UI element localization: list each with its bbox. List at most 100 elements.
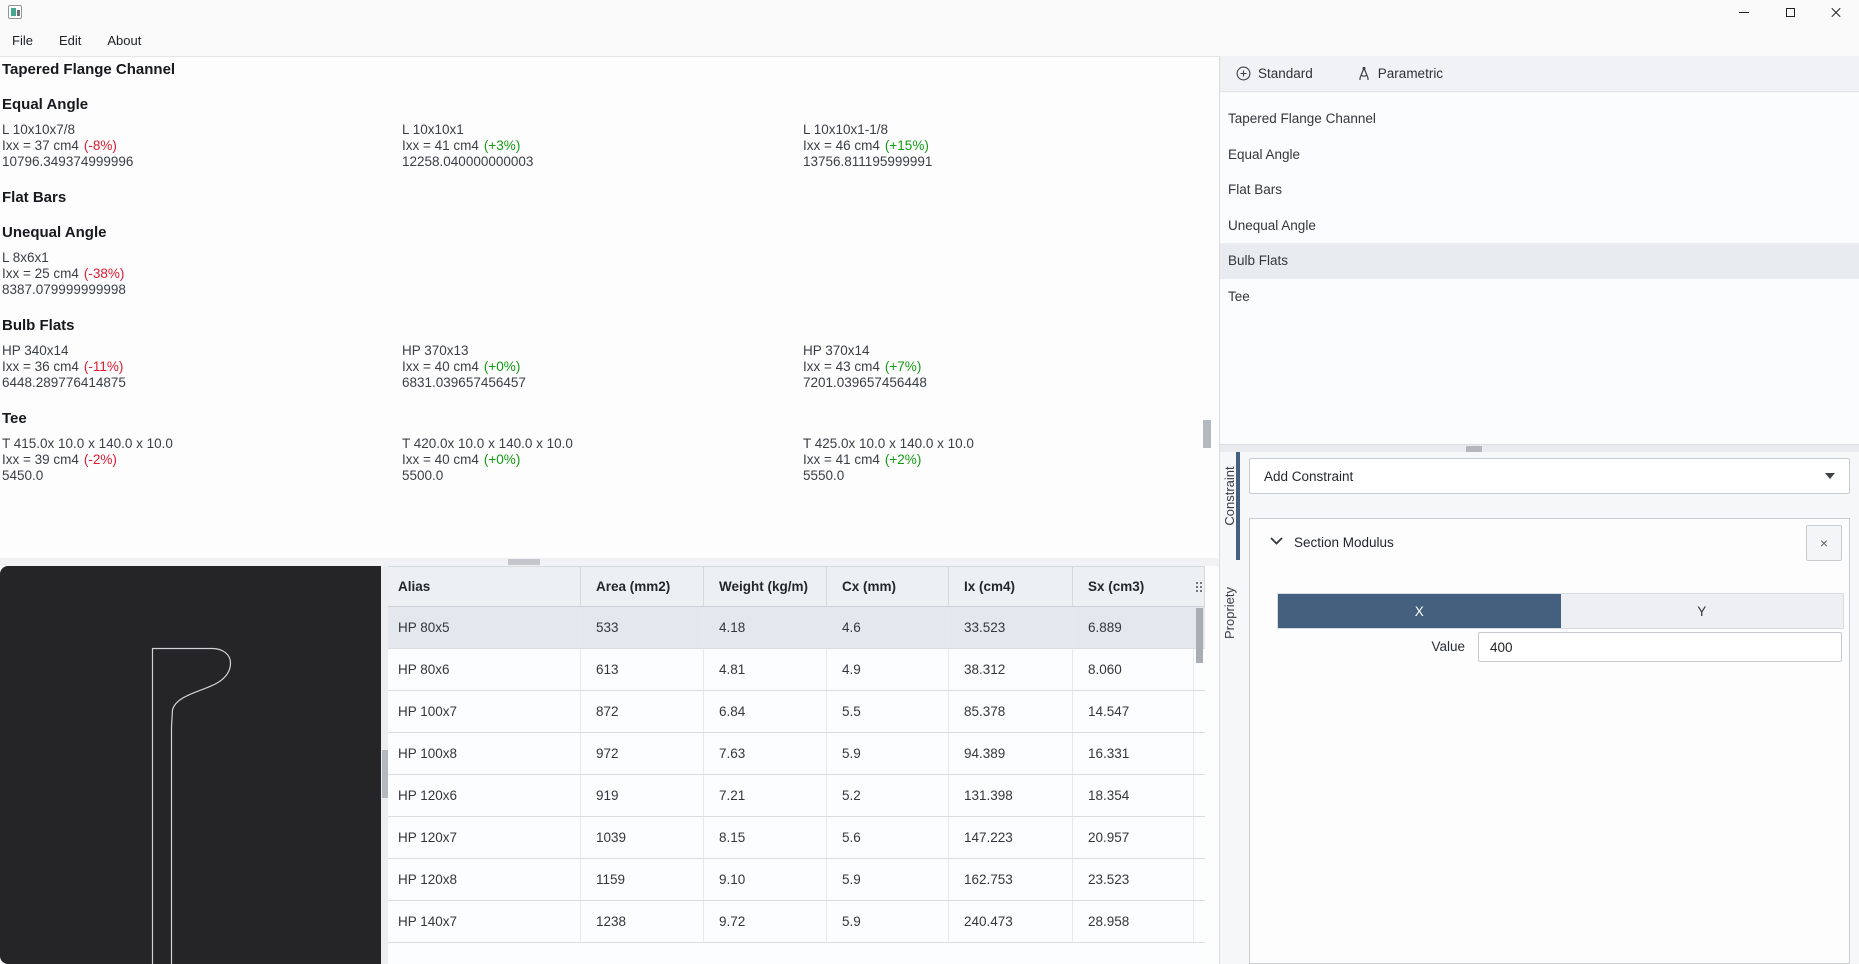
chevron-down-icon[interactable]: [1270, 537, 1283, 545]
inertia-value: Ixx = 40 cm4: [402, 452, 479, 467]
cell-value: 147.223: [949, 817, 1073, 858]
table-vertical-scrollbar-thumb[interactable]: [1196, 608, 1203, 663]
profile-inertia-line: Ixx = 41 cm4 (+3%): [402, 138, 803, 154]
inertia-delta-badge: (-11%): [83, 359, 124, 374]
profile-name: L 10x10x1-1/8: [803, 122, 889, 137]
catalog-item-tapered-flange-channel[interactable]: Tapered Flange Channel: [1228, 111, 1376, 127]
profile-raw-value: 5550.0: [803, 468, 845, 483]
menu-item-file[interactable]: File: [12, 32, 33, 48]
profile-name: L 8x6x1: [2, 250, 49, 265]
section-heading: Tapered Flange Channel: [2, 61, 176, 78]
cell-value: 1159: [581, 859, 704, 900]
cell-alias: HP 140x7: [388, 901, 581, 942]
profile-result: T 415.0x 10.0 x 140.0 x 10.0 Ixx = 39 cm4…: [2, 436, 402, 484]
inertia-value: Ixx = 36 cm4: [2, 359, 79, 374]
column-header-alias[interactable]: Alias: [388, 567, 581, 606]
bulb-flat-profile-drawing: [151, 647, 232, 964]
section-entries: T 415.0x 10.0 x 140.0 x 10.0 Ixx = 39 cm4…: [2, 436, 1219, 484]
catalog-item-unequal-angle[interactable]: Unequal Angle: [1228, 217, 1316, 233]
menu-item-edit[interactable]: Edit: [58, 32, 82, 48]
cell-spacer: [1194, 817, 1205, 858]
cell-alias: HP 120x7: [388, 817, 581, 858]
tab-propriety[interactable]: Propriety: [1222, 586, 1237, 640]
tab-parametric[interactable]: Parametric: [1357, 66, 1443, 81]
profile-result: L 10x10x7/8 Ixx = 37 cm4 (-8%) 10796.349374…: [2, 122, 402, 170]
cell-value: 18.354: [1073, 775, 1194, 816]
cell-value: 5.6: [827, 817, 949, 858]
horizontal-splitter[interactable]: [0, 558, 1219, 566]
catalog-item-flat-bars[interactable]: Flat Bars: [1228, 182, 1283, 198]
table-row[interactable]: HP 100x7 872 6.84 5.5 85.378 14.547: [388, 691, 1205, 733]
profile-result: T 420.0x 10.0 x 140.0 x 10.0 Ixx = 40 cm4…: [402, 436, 803, 484]
minimize-button[interactable]: [1721, 0, 1767, 24]
remove-constraint-button[interactable]: ×: [1806, 525, 1842, 561]
maximize-button[interactable]: [1767, 0, 1813, 24]
axis-x-button[interactable]: X: [1278, 594, 1561, 628]
section-entries: HP 340x14 Ixx = 36 cm4 (-11%) 6448.28977641…: [2, 343, 1219, 391]
cell-value: 613: [581, 649, 704, 690]
close-button[interactable]: [1813, 0, 1859, 24]
table-row[interactable]: HP 80x5 533 4.18 4.6 33.523 6.889: [388, 607, 1205, 649]
column-header-weight[interactable]: Weight (kg/m): [704, 567, 827, 606]
add-constraint-label: Add Constraint: [1264, 468, 1354, 484]
profile-raw-value: 10796.349374999996: [2, 154, 134, 169]
right-panel-splitter[interactable]: [1220, 444, 1859, 452]
cell-value: 8.060: [1073, 649, 1194, 690]
cell-value: 20.957: [1073, 817, 1194, 858]
cell-value: 131.398: [949, 775, 1073, 816]
inertia-value: Ixx = 43 cm4: [803, 359, 880, 374]
catalog-tab-bar: Standard Parametric: [1220, 56, 1859, 92]
table-options-button[interactable]: [1194, 567, 1205, 606]
profile-result: T 425.0x 10.0 x 140.0 x 10.0 Ixx = 41 cm4…: [803, 436, 1219, 484]
cell-value: 4.6: [827, 607, 949, 648]
cell-value: 6.889: [1073, 607, 1194, 648]
column-header-ix[interactable]: Ix (cm4): [949, 567, 1073, 606]
table-row[interactable]: HP 120x8 1159 9.10 5.9 162.753 23.523: [388, 859, 1205, 901]
cell-value: 7.63: [704, 733, 827, 774]
tab-constraint[interactable]: Constraint: [1222, 466, 1237, 526]
profile-name: T 420.0x 10.0 x 140.0 x 10.0: [402, 436, 573, 451]
column-header-cx[interactable]: Cx (mm): [827, 567, 949, 606]
tab-parametric-label: Parametric: [1377, 66, 1444, 81]
cell-value: 8.15: [704, 817, 827, 858]
catalog-item-equal-angle[interactable]: Equal Angle: [1228, 146, 1301, 162]
profile-inertia-line: Ixx = 46 cm4 (+15%): [803, 138, 1219, 154]
section-heading: Unequal Angle: [2, 224, 107, 241]
axis-y-button[interactable]: Y: [1560, 594, 1843, 628]
cell-value: 919: [581, 775, 704, 816]
tab-standard[interactable]: Standard: [1236, 66, 1313, 81]
profile-inertia-line: Ixx = 39 cm4 (-2%): [2, 452, 402, 468]
inertia-delta-badge: (-8%): [83, 138, 117, 153]
table-row[interactable]: HP 100x8 972 7.63 5.9 94.389 16.331: [388, 733, 1205, 775]
section-entries: L 10x10x7/8 Ixx = 37 cm4 (-8%) 10796.349374…: [2, 122, 1219, 170]
table-row[interactable]: HP 140x7 1238 9.72 5.9 240.473 28.958: [388, 901, 1205, 943]
cell-alias: HP 80x6: [388, 649, 581, 690]
table-row[interactable]: HP 120x6 919 7.21 5.2 131.398 18.354: [388, 775, 1205, 817]
report-vertical-scrollbar-thumb[interactable]: [1203, 420, 1211, 448]
cell-value: 6.84: [704, 691, 827, 732]
cell-value: 972: [581, 733, 704, 774]
section-heading: Tee: [2, 410, 27, 427]
catalog-item-tee[interactable]: Tee: [1228, 288, 1250, 304]
menu-item-about[interactable]: About: [107, 32, 142, 48]
profile-raw-value: 5450.0: [2, 468, 44, 483]
cell-alias: HP 80x5: [388, 607, 581, 648]
add-constraint-dropdown[interactable]: Add Constraint: [1249, 458, 1850, 494]
catalog-item-bulb-flats[interactable]: Bulb Flats: [1220, 243, 1859, 279]
value-input[interactable]: [1478, 632, 1842, 662]
section-modulus-header: Section Modulus ×: [1250, 519, 1849, 567]
profile-inertia-line: Ixx = 25 cm4 (-38%): [2, 266, 402, 282]
canvas-scrollbar-thumb[interactable]: [381, 750, 388, 798]
profile-viewport[interactable]: [0, 566, 381, 964]
column-header-area[interactable]: Area (mm2): [581, 567, 704, 606]
table-row[interactable]: HP 120x7 1039 8.15 5.6 147.223 20.957: [388, 817, 1205, 859]
profile-name: HP 370x14: [803, 343, 870, 358]
table-row[interactable]: HP 80x6 613 4.81 4.9 38.312 8.060: [388, 649, 1205, 691]
minimize-icon: [1739, 11, 1749, 13]
column-header-sx[interactable]: Sx (cm3): [1088, 579, 1145, 594]
caret-down-icon: [1825, 473, 1835, 479]
profile-name: HP 370x13: [402, 343, 469, 358]
profile-inertia-line: Ixx = 36 cm4 (-11%): [2, 359, 402, 375]
inertia-value: Ixx = 39 cm4: [2, 452, 79, 467]
inertia-delta-badge: (+0%): [483, 452, 521, 467]
